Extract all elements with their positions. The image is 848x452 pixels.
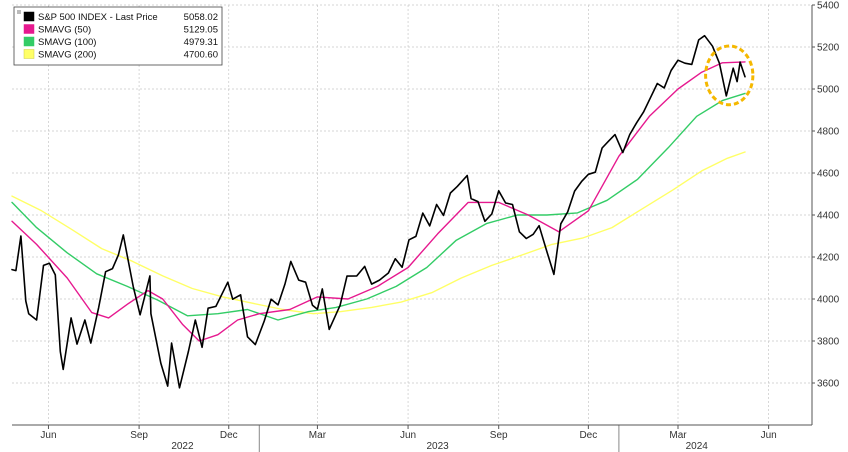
y-tick-label: 4400 (817, 211, 840, 222)
y-tick-label: 4000 (817, 295, 840, 306)
legend: S&P 500 INDEX - Last Price 5058.02 SMAVG (… (13, 6, 223, 66)
annotation-layer (704, 44, 755, 107)
legend-swatch (23, 36, 35, 47)
x-tick-label: Mar (669, 430, 687, 441)
legend-box (13, 6, 223, 66)
y-tick-label: 3600 (817, 379, 840, 390)
y-tick-label: 4600 (817, 169, 840, 180)
legend-series-value: 4979.31 (184, 37, 218, 48)
sp500-price-line (11, 34, 746, 389)
x-tick-label: Mar (309, 430, 327, 441)
y-tick-label: 3800 (817, 337, 840, 348)
x-tick-label: Jun (761, 430, 777, 441)
series-layer (11, 34, 746, 389)
highlight-circle (704, 44, 755, 107)
y-tick-label: 5000 (817, 85, 840, 96)
y-tick-label: 4800 (817, 127, 840, 138)
legend-series-name: SMAVG (200) (38, 50, 96, 61)
smavg-200-line (11, 151, 746, 315)
x-year-label: 2024 (686, 441, 709, 452)
legend-series-value: 4700.60 (184, 50, 218, 61)
x-tick-label: Dec (579, 430, 597, 441)
smavg-100-line (11, 92, 746, 321)
x-tick-label: Sep (130, 430, 148, 441)
axes: 3600 3800 4000 4200 4400 4600 4800 5000 5200 5400… (12, 1, 840, 452)
y-tick-label: 5200 (817, 43, 840, 54)
x-tick-label: Jun (400, 430, 416, 441)
x-tick-label: Jun (40, 430, 56, 441)
legend-swatch (23, 11, 35, 22)
x-tick-label: Sep (490, 430, 508, 441)
legend-series-value: 5129.05 (184, 25, 218, 36)
x-tick-label: Dec (220, 430, 238, 441)
x-year-label: 2023 (426, 441, 449, 452)
legend-swatch (23, 49, 35, 59)
legend-handle-icon (17, 10, 21, 14)
legend-series-name: SMAVG (50) (38, 25, 91, 36)
legend-series-name: SMAVG (100) (38, 37, 96, 48)
legend-series-name: S&P 500 INDEX - Last Price (38, 12, 158, 23)
y-tick-label: 5400 (817, 1, 840, 12)
y-tick-label: 4200 (817, 253, 840, 264)
x-year-label: 2022 (171, 441, 194, 452)
legend-swatch (23, 24, 35, 34)
legend-series-value: 5058.02 (184, 12, 218, 23)
